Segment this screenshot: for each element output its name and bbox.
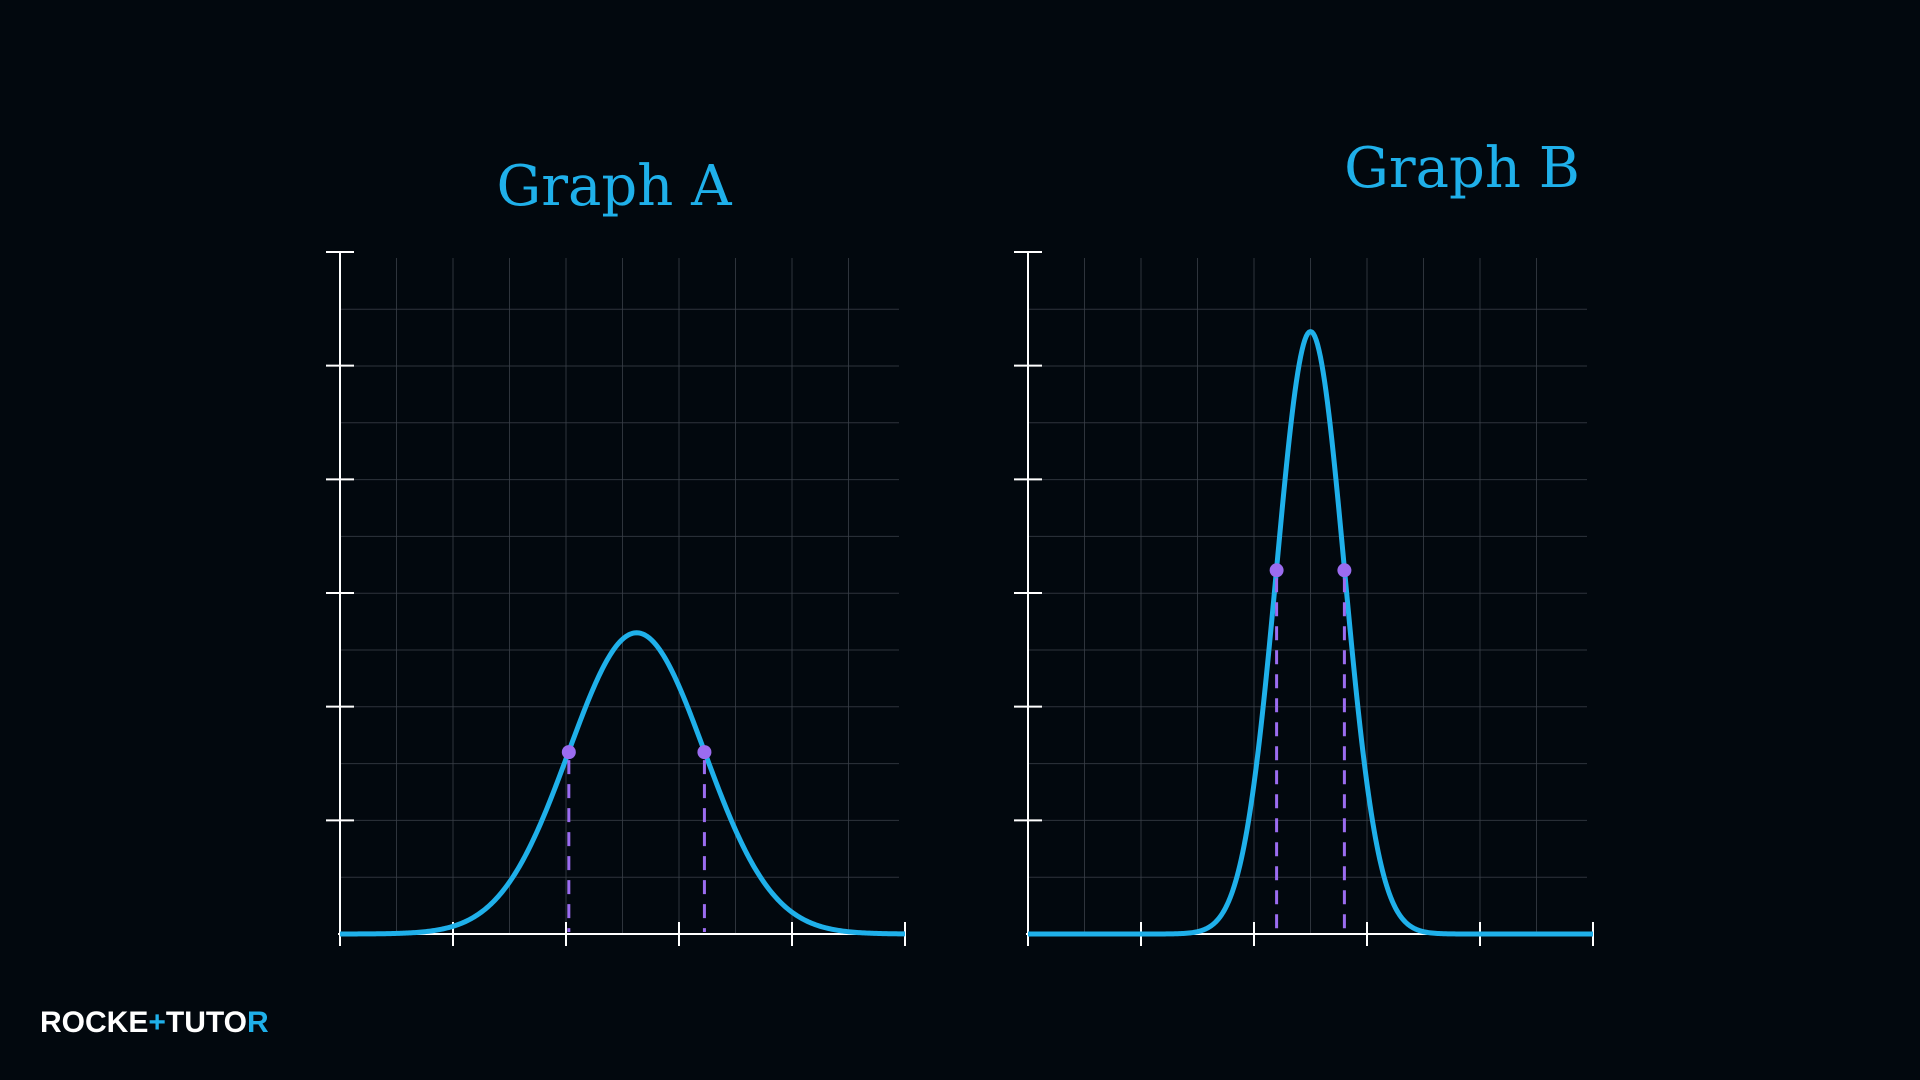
marker-point-b-1 (1269, 563, 1284, 578)
normal-curve-b (1026, 329, 1595, 937)
chart-title-a: Graph A (496, 154, 732, 219)
logo-text-2: TUTO (165, 1006, 247, 1039)
logo-plus: + (148, 1006, 166, 1039)
chart-title-b: Graph B (1344, 136, 1580, 201)
marker-point-a-2 (697, 745, 712, 760)
logo-text-3: R (246, 1006, 269, 1039)
marker-point-b-2 (1337, 563, 1352, 578)
grid-b (1028, 258, 1587, 934)
chart-graph-a: Graph A (326, 154, 907, 946)
chart-graph-b: Graph B (1014, 136, 1595, 946)
logo-text-1: ROCKE (40, 1006, 149, 1039)
rocket-tutor-logo: ROCKE+TUTOR (40, 1006, 269, 1040)
marker-point-a-1 (561, 745, 576, 760)
normal-curve-a (338, 630, 907, 937)
grid-a (340, 258, 899, 934)
